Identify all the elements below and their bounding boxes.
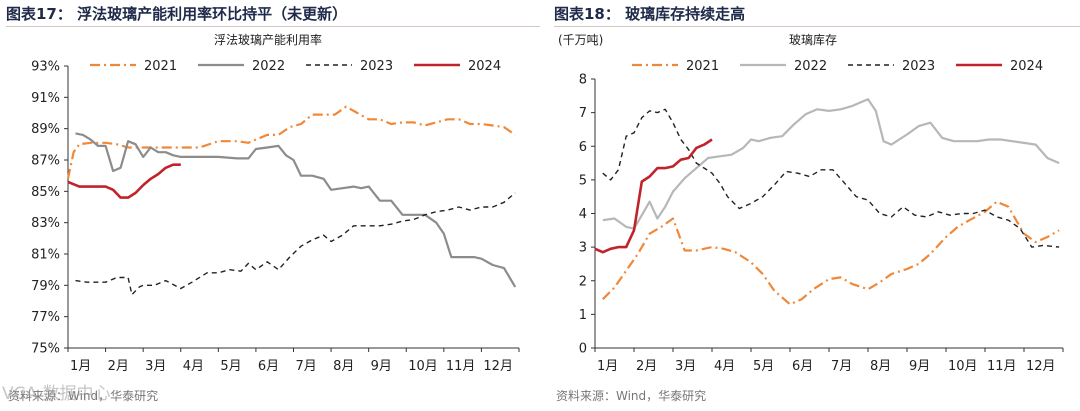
x-tick-label: 8月 — [333, 359, 354, 374]
x-tick-label: 11月 — [987, 359, 1017, 374]
legend-label: 2024 — [468, 59, 501, 74]
y-tick-label: 79% — [31, 279, 60, 294]
y-tick-label: 81% — [31, 248, 60, 263]
x-tick-label: 10月 — [408, 359, 438, 374]
watermark-logo: VCA 数据中心 — [2, 384, 111, 404]
x-tick-label: 10月 — [948, 359, 978, 374]
x-tick-label: 5月 — [220, 359, 241, 374]
y-tick-label: 3 — [579, 241, 587, 256]
series-line-2022 — [75, 132, 517, 288]
legend-label: 2024 — [1010, 59, 1043, 74]
y-tick-label: 5 — [579, 173, 587, 188]
source-note: 资料来源：Wind，华泰研究 — [8, 389, 159, 403]
figure-header: 图表17： 浮法玻璃产能利用率环比持平（未更新） — [6, 2, 540, 27]
y-tick-label: 1 — [579, 308, 587, 323]
figure-18-panel: 图表18： 玻璃库存持续走高 玻璃库存 (千万吨) 0 1 2 3 4 5 6 7 8 1月 2月 3月 4… — [548, 0, 1080, 411]
x-tick-label: 3月 — [145, 359, 166, 374]
legend-label: 2022 — [794, 59, 827, 74]
legend-label: 2023 — [902, 59, 935, 74]
x-tick-label: 4月 — [183, 359, 204, 374]
series-line-2024 — [67, 163, 181, 199]
y-tick-label: 85% — [31, 185, 60, 200]
x-tick-label: 7月 — [831, 359, 852, 374]
x-tick-label: 12月 — [1026, 359, 1056, 374]
series-line-2023 — [75, 192, 516, 296]
y-tick-label: 8 — [579, 73, 587, 88]
x-tick-label: 4月 — [714, 359, 735, 374]
y-tick-label: 87% — [31, 154, 60, 169]
y-tick-label: 7 — [579, 106, 587, 121]
series-line-2023 — [602, 108, 1060, 248]
series-line-2024 — [594, 138, 713, 254]
y-tick-label: 77% — [31, 310, 60, 325]
series-line-2021 — [66, 105, 516, 180]
y-tick-label: 75% — [31, 342, 60, 357]
x-tick-label: 1月 — [597, 359, 618, 374]
figure-17-panel: 图表17： 浮法玻璃产能利用率环比持平（未更新） 浮法玻璃产能利用率 75% 77%… — [2, 2, 540, 404]
legend-label: 2021 — [144, 59, 177, 74]
x-tick-label: 2月 — [108, 359, 129, 374]
chart-capacity-utilization: 浮法玻璃产能利用率 75% 77% 79% 81% 83% 85% 87% 89% 91% 93% 1… — [31, 32, 520, 374]
chart-title: 浮法玻璃产能利用率 — [214, 32, 322, 47]
y-tick-label: 4 — [579, 207, 587, 222]
y-tick-label: 0 — [579, 342, 587, 357]
x-tick-label: 1月 — [70, 359, 91, 374]
figure-header: 图表18： 玻璃库存持续走高 — [554, 2, 1080, 27]
x-tick-label: 5月 — [753, 359, 774, 374]
chart-title: 玻璃库存 — [789, 32, 837, 47]
legend-label: 2022 — [252, 59, 285, 74]
x-tick-label: 2月 — [636, 359, 657, 374]
legend-label: 2021 — [686, 59, 719, 74]
unit-label: (千万吨) — [558, 33, 603, 47]
series-line-2022 — [602, 98, 1060, 230]
x-tick-label: 8月 — [870, 359, 891, 374]
y-tick-label: 91% — [31, 91, 60, 106]
y-tick-label: 89% — [31, 122, 60, 137]
y-tick-label: 6 — [579, 140, 587, 155]
x-tick-label: 6月 — [792, 359, 813, 374]
x-tick-label: 9月 — [371, 359, 392, 374]
x-tick-label: 12月 — [483, 359, 513, 374]
figure-title: 图表17： 浮法玻璃产能利用率环比持平（未更新） — [6, 5, 348, 23]
x-tick-label: 11月 — [446, 359, 476, 374]
y-tick-label: 83% — [31, 216, 60, 231]
x-tick-label: 3月 — [675, 359, 696, 374]
x-tick-label: 7月 — [296, 359, 317, 374]
y-tick-label: 2 — [579, 274, 587, 289]
x-tick-label: 6月 — [258, 359, 279, 374]
series-line-2021 — [602, 200, 1060, 306]
y-tick-label: 93% — [31, 60, 60, 75]
chart-glass-inventory: 玻璃库存 (千万吨) 0 1 2 3 4 5 6 7 8 1月 2月 3月 4月 5月 6月 7月 8月 9月 10月 1… — [558, 32, 1064, 374]
x-tick-label: 9月 — [909, 359, 930, 374]
figure-title: 图表18： 玻璃库存持续走高 — [554, 5, 746, 23]
legend-label: 2023 — [360, 59, 393, 74]
source-note: 资料来源：Wind，华泰研究 — [556, 389, 707, 403]
